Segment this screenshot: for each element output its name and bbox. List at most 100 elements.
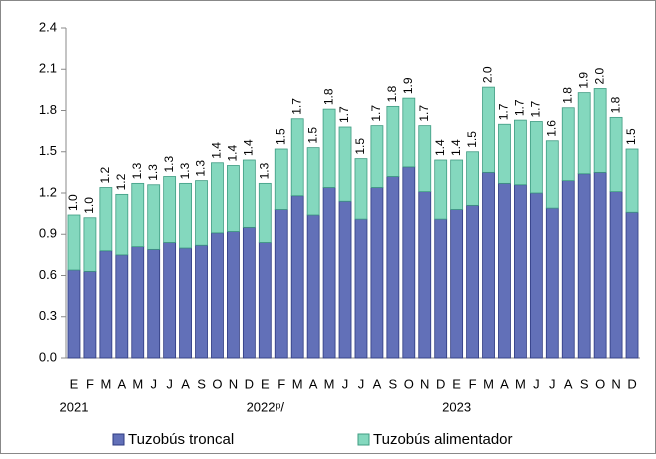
- value-label: 1.7: [417, 105, 431, 122]
- bar-segment: [258, 242, 272, 359]
- bar-segment: [354, 218, 368, 359]
- value-label: 1.2: [98, 166, 112, 183]
- bar-segment: [545, 207, 559, 359]
- value-label: 1.4: [226, 144, 240, 161]
- bar-segment: [577, 173, 591, 359]
- bar-segment: [529, 192, 543, 359]
- x-tick-label: E: [452, 376, 461, 391]
- value-label: 1.7: [513, 99, 527, 116]
- x-tick-label: M: [132, 376, 143, 391]
- bar-segment: [338, 200, 352, 359]
- value-label: 1.8: [385, 85, 399, 102]
- value-label: 1.7: [529, 100, 543, 117]
- x-tick-label: O: [212, 376, 222, 391]
- x-tick-label: J: [150, 376, 157, 391]
- bar-segment: [466, 204, 479, 359]
- x-tick-label: O: [404, 376, 414, 391]
- x-tick-label: O: [595, 376, 605, 391]
- y-tick-label: 1.5: [39, 143, 57, 158]
- value-label: 1.7: [337, 106, 351, 123]
- x-tick-label: A: [373, 376, 382, 391]
- bar-segment: [338, 126, 352, 202]
- bar-segment: [67, 214, 81, 271]
- bar-segment: [322, 187, 336, 359]
- bar-segment: [418, 191, 432, 359]
- value-label: 1.0: [66, 194, 80, 211]
- value-label: 1.7: [497, 103, 511, 120]
- bar-segment: [306, 214, 320, 359]
- y-tick-label: 0.6: [39, 267, 57, 282]
- value-label: 1.4: [242, 139, 256, 156]
- value-label: 1.6: [544, 120, 558, 137]
- x-tick-label: F: [469, 376, 477, 391]
- bar-segment: [163, 176, 177, 243]
- bar-segment: [545, 140, 559, 209]
- bar-segment: [529, 121, 543, 194]
- bar-segment: [290, 195, 304, 359]
- bar-segment: [227, 231, 240, 359]
- bar-segment: [242, 159, 256, 228]
- x-tick-label: A: [500, 376, 509, 391]
- value-label: 1.4: [210, 142, 224, 159]
- y-tick-label: 2.1: [39, 61, 57, 76]
- bar-segment: [498, 182, 511, 359]
- value-label: 1.8: [321, 88, 335, 105]
- bar-segment: [386, 176, 400, 359]
- bar-segment: [577, 92, 591, 175]
- bar-segment: [370, 125, 384, 188]
- bar-segment: [514, 119, 527, 186]
- y-tick-label: 1.2: [39, 184, 57, 199]
- x-tick-label: M: [515, 376, 526, 391]
- bar-segment: [354, 158, 368, 220]
- value-label: 1.3: [194, 160, 208, 177]
- x-tick-label: S: [580, 376, 589, 391]
- bar-segment: [434, 159, 448, 220]
- bar-segment: [67, 269, 81, 359]
- bar-segment: [179, 247, 192, 359]
- bar-segment: [242, 226, 256, 359]
- x-tick-label: A: [117, 376, 126, 391]
- y-tick-label: 0.3: [39, 308, 57, 323]
- value-label: 1.3: [146, 164, 160, 181]
- x-tick-label: M: [292, 376, 303, 391]
- y-tick-label: 1.8: [39, 102, 57, 117]
- bar-segment: [211, 162, 224, 234]
- bar-segment: [625, 211, 639, 359]
- value-label: 1.9: [576, 72, 590, 89]
- value-label: 1.3: [257, 162, 271, 179]
- value-label: 1.5: [273, 128, 287, 145]
- value-label: 1.2: [114, 173, 128, 190]
- bar-segment: [195, 180, 208, 246]
- bar-segment: [115, 193, 129, 256]
- x-tick-label: F: [86, 376, 94, 391]
- x-tick-label: J: [342, 376, 349, 391]
- x-tick-label: J: [166, 376, 173, 391]
- value-label: 1.4: [449, 139, 463, 156]
- value-label: 1.7: [289, 98, 303, 115]
- bar-segment: [466, 151, 479, 206]
- year-label: 2023: [442, 399, 471, 414]
- bar-segment: [514, 184, 527, 359]
- bar-segment: [290, 118, 304, 197]
- year-label: 2022ᵖ/: [247, 399, 285, 414]
- value-label: 1.4: [433, 139, 447, 156]
- bar-segment: [561, 180, 575, 359]
- value-label: 1.5: [353, 138, 367, 155]
- value-label: 1.0: [82, 197, 96, 214]
- x-tick-label: N: [420, 376, 429, 391]
- value-label: 1.8: [560, 87, 574, 104]
- bar-segment: [625, 148, 639, 213]
- legend-label: Tuzobús alimentador: [373, 431, 513, 448]
- bar-segment: [450, 209, 464, 359]
- bar-segment: [274, 209, 288, 359]
- bar-segment: [322, 108, 336, 188]
- bar-segment: [163, 242, 177, 359]
- bar-segment: [386, 105, 400, 177]
- bar-segment: [195, 244, 208, 359]
- legend-swatch: [112, 433, 125, 446]
- bar-segment: [258, 182, 272, 243]
- bar-segment: [593, 171, 607, 359]
- value-label: 1.3: [178, 162, 192, 179]
